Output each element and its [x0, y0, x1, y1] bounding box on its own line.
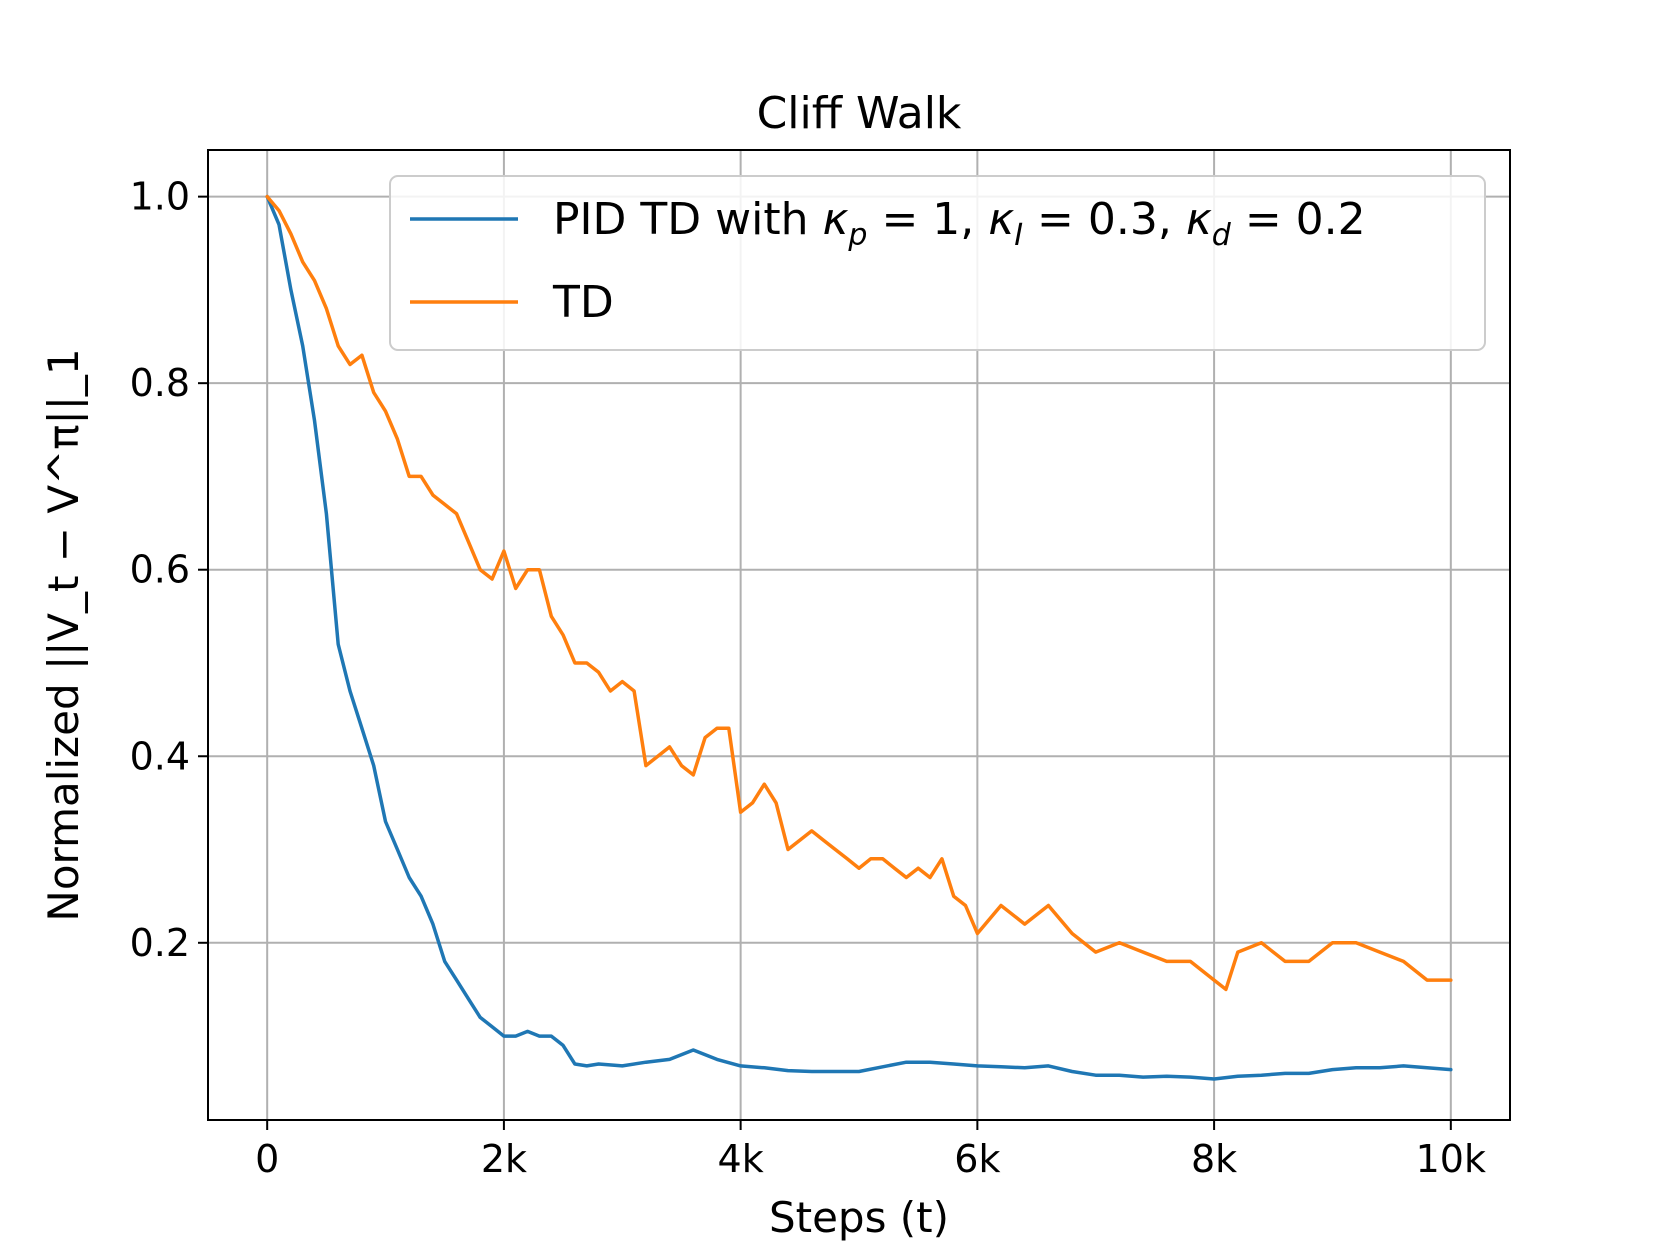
plot-frame — [207, 149, 1511, 1121]
x-tick-label-2: 4k — [718, 1137, 764, 1181]
chart-title: Cliff Walk — [757, 88, 962, 139]
y-tick-label-3: 0.8 — [130, 361, 190, 405]
x-tick-label-0: 0 — [255, 1137, 279, 1181]
y-tick-label-4: 1.0 — [130, 175, 190, 219]
ticks: 0 2k 4k 6k 8k 10k 0.2 0.4 0.6 0.8 1.0 — [130, 175, 1486, 1181]
y-axis-label: Normalized ||V_t − V^π||_1 — [39, 348, 88, 921]
legend: PID TD with κp = 1, κI = 0.3, κd = 0.2 T… — [389, 175, 1486, 351]
x-tick-label-1: 2k — [481, 1137, 527, 1181]
series-line-td — [265, 194, 1453, 992]
y-tick-label-1: 0.4 — [130, 734, 190, 778]
y-tick-label-2: 0.6 — [130, 548, 190, 592]
y-tick-label-0: 0.2 — [130, 921, 190, 965]
series-layer — [265, 194, 1453, 1081]
x-tick-label-4: 8k — [1191, 1137, 1237, 1181]
x-axis-label: Steps (t) — [769, 1193, 949, 1242]
x-tick-label-5: 10k — [1416, 1137, 1486, 1181]
legend-label-td: TD — [552, 277, 614, 328]
x-tick-label-3: 6k — [954, 1137, 1000, 1181]
series-line-pid-td — [265, 194, 1453, 1081]
legend-label-pid-td: PID TD with κp = 1, κI = 0.3, κd = 0.2 — [553, 194, 1366, 253]
legend-box — [389, 175, 1486, 351]
